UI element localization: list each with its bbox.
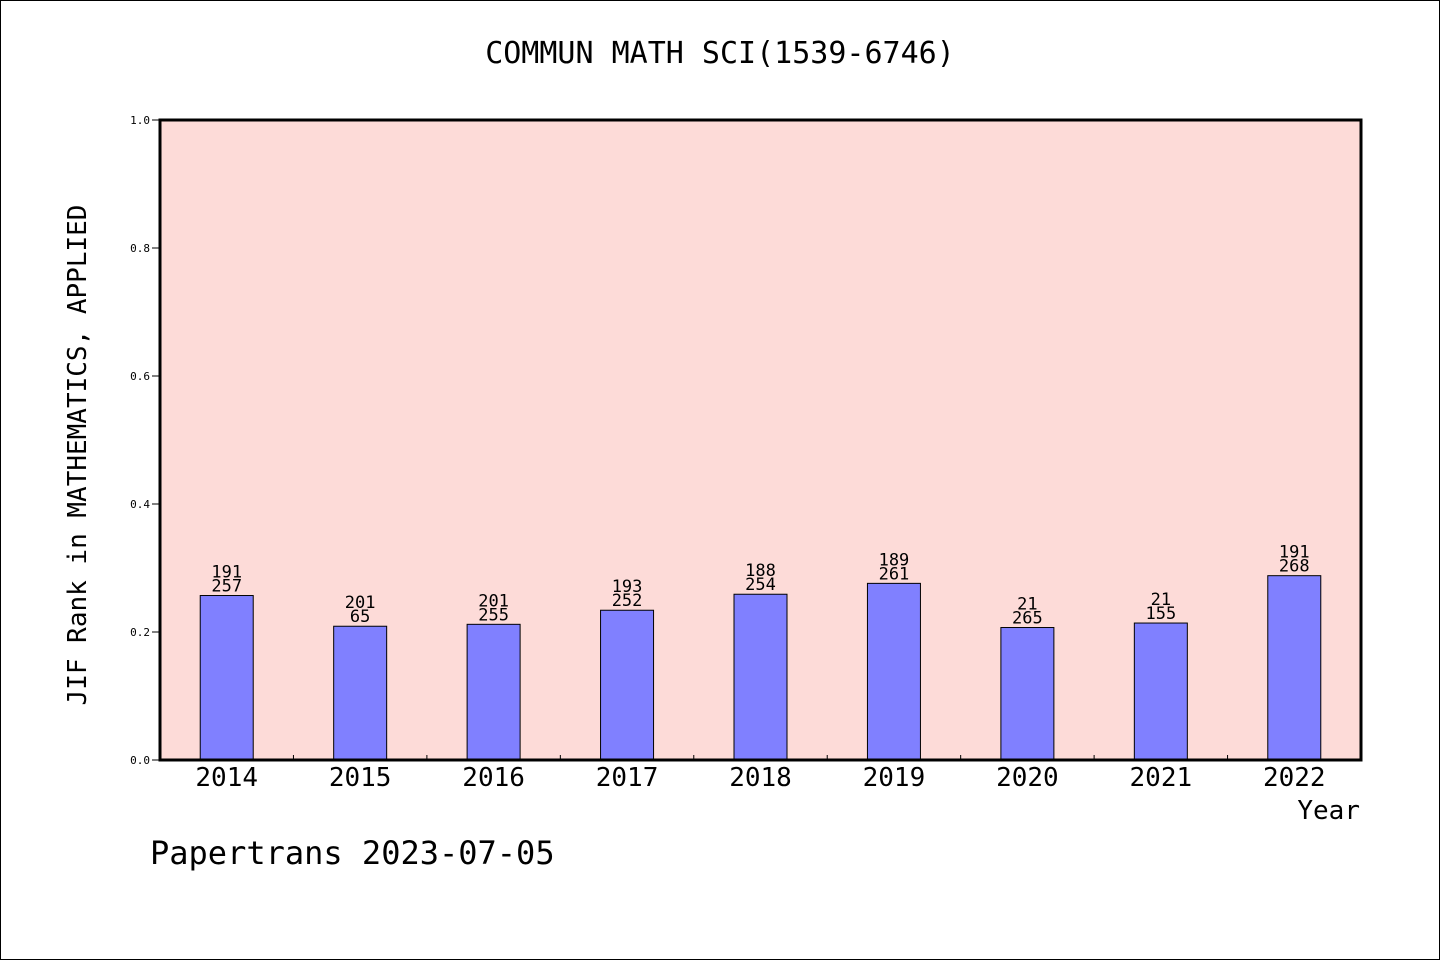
x-tick-label: 2021 — [1130, 763, 1193, 793]
bar-label-bottom: 257 — [211, 577, 242, 597]
x-tick-label: 2019 — [863, 763, 926, 793]
bar-label-bottom: 65 — [350, 607, 370, 627]
x-axis-label: Year — [1297, 796, 1360, 826]
bar — [1000, 627, 1055, 761]
y-tick-label: 0.8 — [130, 242, 150, 255]
bar-label-top: 201 — [345, 593, 376, 613]
bar-label-bottom: 265 — [1012, 609, 1043, 629]
bar-label-top: 21 — [1017, 595, 1037, 615]
bar — [199, 595, 254, 761]
bar-label-top: 201 — [478, 591, 509, 611]
footer-watermark: Papertrans 2023-07-05 — [150, 834, 555, 872]
y-tick-label: 1.0 — [130, 114, 150, 127]
y-tick-label: 0.0 — [130, 754, 150, 767]
x-tick-label: 2020 — [996, 763, 1059, 793]
bar-label-bottom: 155 — [1145, 604, 1176, 624]
bar-label-top: 191 — [1279, 543, 1310, 563]
bar — [333, 625, 388, 761]
y-axis-label: JIF Rank in MATHEMATICS, APPLIED — [63, 204, 93, 706]
y-tick-label: 0.4 — [130, 498, 150, 511]
plot-border — [158, 118, 1363, 762]
bar — [1267, 575, 1322, 761]
x-tick-label: 2014 — [195, 763, 258, 793]
bar — [866, 582, 921, 761]
bar — [466, 623, 521, 761]
bar-label-bottom: 268 — [1279, 557, 1310, 577]
bar — [733, 593, 788, 761]
x-tick-label: 2016 — [462, 763, 525, 793]
x-tick-label: 2015 — [329, 763, 392, 793]
y-tick-label: 0.6 — [130, 370, 150, 383]
x-tick-label: 2018 — [729, 763, 792, 793]
bar-label-bottom: 254 — [745, 575, 776, 595]
bar-label-top: 189 — [879, 550, 910, 570]
bar — [600, 609, 655, 761]
x-tick-label: 2017 — [596, 763, 659, 793]
y-tick-label: 0.2 — [130, 626, 150, 639]
bar-label-top: 191 — [211, 563, 242, 583]
bar-label-top: 188 — [745, 561, 776, 581]
chart-title: COMMUN MATH SCI(1539-6746) — [485, 36, 955, 71]
x-tick-label: 2022 — [1263, 763, 1326, 793]
bar-label-bottom: 255 — [478, 605, 509, 625]
bar-label-top: 21 — [1151, 590, 1171, 610]
bar — [1133, 622, 1188, 761]
bar-label-bottom: 252 — [612, 591, 643, 611]
bar-label-bottom: 261 — [879, 564, 910, 584]
bar-label-top: 193 — [612, 577, 643, 597]
